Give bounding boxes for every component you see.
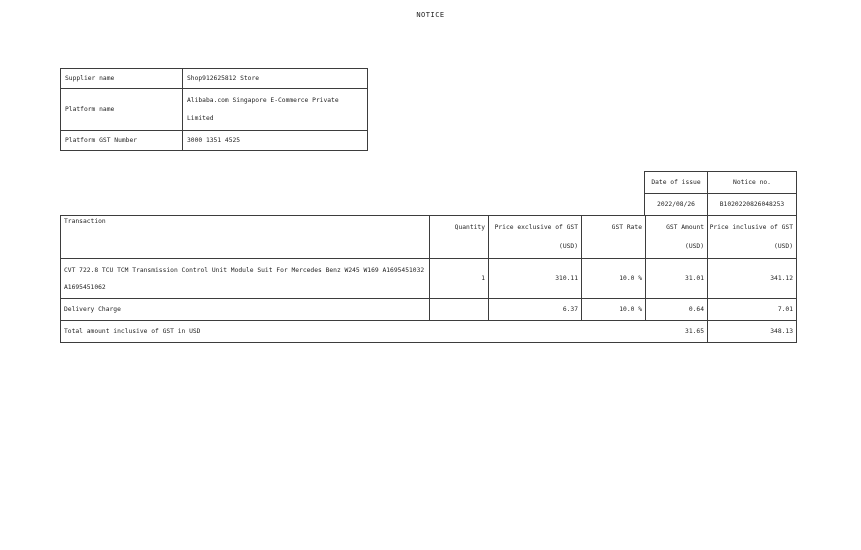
item-row: CVT 722.8 TCU TCM Transmission Control U…	[60, 258, 797, 299]
table-row: Date of issue Notice no.	[644, 171, 797, 194]
notice-meta-section: Date of issue Notice no. 2022/08/26 B102…	[644, 171, 797, 216]
notice-meta-table: Date of issue Notice no. 2022/08/26 B102…	[644, 171, 797, 216]
table-row: Supplier name Shop912625812 Store	[60, 68, 368, 89]
col-header-transaction: Transaction	[60, 215, 430, 259]
col-header-gst-rate: GST Rate	[581, 215, 646, 259]
col-header-price-exclusive-unit: (USD)	[559, 243, 578, 250]
item-description-line-1: CVT 722.8 TCU TCM Transmission Control U…	[64, 267, 425, 274]
page-title: NOTICE	[416, 11, 445, 19]
total-row: Total amount inclusive of GST in USD 31.…	[60, 320, 797, 343]
item-gst-amount: 31.01	[645, 258, 708, 299]
item-description: CVT 722.8 TCU TCM Transmission Control U…	[60, 258, 430, 299]
item-description-line-2: A1695451062	[64, 284, 106, 291]
table-row: 2022/08/26 B1020220826048253	[644, 193, 797, 216]
item-quantity: 1	[429, 258, 489, 299]
supplier-name-value: Shop912625812 Store	[182, 68, 368, 89]
total-gst-amount: 31.65	[645, 320, 708, 343]
supplier-info-section: Supplier name Shop912625812 Store Platfo…	[60, 68, 368, 151]
supplier-name-label: Supplier name	[60, 68, 183, 89]
col-header-gst-amount: GST Amount (USD)	[645, 215, 708, 259]
col-header-quantity: Quantity	[429, 215, 489, 259]
delivery-gst-rate: 10.0 %	[581, 298, 646, 321]
transactions-table: Transaction Quantity Price exclusive of …	[60, 215, 797, 343]
platform-name-value: Alibaba.com Singapore E-Commerce Private…	[182, 88, 368, 131]
delivery-price-exclusive: 6.37	[488, 298, 582, 321]
platform-name-line-1: Alibaba.com Singapore E-Commerce Private	[187, 96, 339, 104]
table-header-row: Transaction Quantity Price exclusive of …	[60, 215, 797, 259]
delivery-charge-row: Delivery Charge 6.37 10.0 % 0.64 7.01	[60, 298, 797, 321]
item-price-exclusive: 310.11	[488, 258, 582, 299]
col-header-price-inclusive: Price inclusive of GST (USD)	[707, 215, 797, 259]
date-of-issue-value: 2022/08/26	[644, 193, 708, 216]
item-gst-rate: 10.0 %	[581, 258, 646, 299]
delivery-price-inclusive: 7.01	[707, 298, 797, 321]
col-header-gst-amount-unit: (USD)	[685, 243, 704, 250]
supplier-info-table: Supplier name Shop912625812 Store Platfo…	[60, 68, 368, 151]
table-row: Platform name Alibaba.com Singapore E-Co…	[60, 88, 368, 131]
table-row: Platform GST Number 3000 1351 4525	[60, 130, 368, 151]
platform-name-label: Platform name	[60, 88, 183, 131]
item-price-inclusive: 341.12	[707, 258, 797, 299]
date-of-issue-header: Date of issue	[644, 171, 708, 194]
delivery-gst-amount: 0.64	[645, 298, 708, 321]
platform-name-line-2: Limited	[187, 114, 214, 122]
total-label: Total amount inclusive of GST in USD	[60, 320, 646, 343]
col-header-price-exclusive: Price exclusive of GST (USD)	[488, 215, 582, 259]
platform-gst-value: 3000 1351 4525	[182, 130, 368, 151]
notice-no-value: B1020220826048253	[707, 193, 797, 216]
transactions-section: Transaction Quantity Price exclusive of …	[60, 215, 797, 343]
col-header-price-inclusive-unit: (USD)	[774, 243, 793, 250]
delivery-charge-label: Delivery Charge	[60, 298, 430, 321]
total-price-inclusive: 348.13	[707, 320, 797, 343]
delivery-quantity	[429, 298, 489, 321]
notice-no-header: Notice no.	[707, 171, 797, 194]
platform-gst-label: Platform GST Number	[60, 130, 183, 151]
